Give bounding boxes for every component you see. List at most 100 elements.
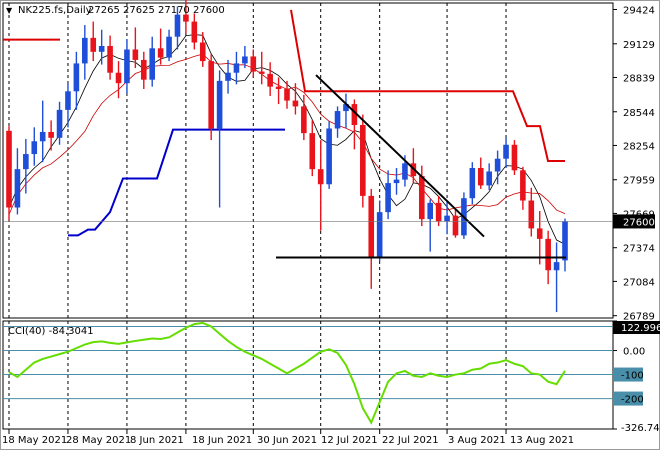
candle-body <box>166 36 172 58</box>
candle-body <box>31 141 38 155</box>
cci-tick-label: -100 <box>621 371 644 382</box>
price-tick-label: 28254 <box>623 141 655 152</box>
price-tick-label: 28839 <box>623 73 655 84</box>
last-price-label: 27600 <box>623 217 655 228</box>
trend-line-down <box>315 74 485 238</box>
candle-body <box>115 72 122 84</box>
trailing-stop-blue <box>68 128 285 237</box>
candle-body <box>191 21 198 43</box>
cci-tick-label: 0.00 <box>623 347 645 358</box>
time-tick-label: 28 May 2021 <box>66 435 131 446</box>
candle-body <box>65 91 71 110</box>
candle-body <box>452 215 459 236</box>
last-price-box <box>613 214 655 229</box>
candle-body <box>183 14 189 22</box>
candle-body <box>250 56 257 72</box>
price-tick-label: 29129 <box>623 40 655 51</box>
cci-series-line <box>8 321 566 425</box>
cci-top-label-box <box>613 321 660 334</box>
candle-body <box>275 86 282 89</box>
candle-body <box>469 167 476 199</box>
candle-body <box>301 106 307 134</box>
cci-axis: 122.9967 0.00 -100 -200 -326.744 <box>613 320 660 434</box>
chart-symbol: NK225.fs,Daily <box>18 5 92 16</box>
candle-body <box>56 109 63 138</box>
candle-body <box>393 179 400 184</box>
price-tick-label: 26789 <box>623 312 655 323</box>
candle-body <box>124 49 130 84</box>
candle-body <box>326 128 332 185</box>
candle-body <box>157 48 164 58</box>
candle-body <box>267 73 273 87</box>
cci-levels <box>3 326 613 400</box>
candle-body <box>536 228 543 239</box>
candle-body <box>385 183 391 213</box>
candle-body <box>444 215 450 222</box>
stop-lines <box>3 9 565 237</box>
candle-body <box>562 221 568 261</box>
candle-body <box>477 167 484 186</box>
cci-label: CCI(40) -84.3041 <box>8 326 94 337</box>
cci-tick-label: -200 <box>621 395 644 406</box>
candle-body <box>494 158 501 172</box>
cci-line <box>8 321 566 425</box>
candle-body <box>503 144 509 159</box>
candle-body <box>174 14 181 37</box>
cci-tick-label: -326.744 <box>621 423 660 434</box>
price-pane <box>2 2 614 319</box>
candle-body <box>360 125 366 196</box>
price-tick-label: 27374 <box>623 244 655 255</box>
candle-body <box>149 48 156 80</box>
candle-body <box>140 59 147 80</box>
candle-body <box>317 169 324 185</box>
time-tick-label: 18 Jun 2021 <box>192 435 252 446</box>
candle-body <box>427 202 434 220</box>
candle-body <box>435 202 442 222</box>
candle-body <box>73 63 80 92</box>
candle-body <box>23 154 29 170</box>
candle-body <box>132 49 139 60</box>
candle-body <box>98 45 105 52</box>
candle-body <box>368 195 375 258</box>
candle-body <box>216 80 223 129</box>
price-tick-label: 27084 <box>623 277 655 288</box>
candle-body <box>233 63 240 73</box>
candle-body <box>486 171 492 186</box>
time-tick-label: 18 May 2021 <box>2 435 67 446</box>
candle-body <box>545 238 551 271</box>
candles <box>6 0 568 313</box>
candle-body <box>334 111 341 129</box>
candle-body <box>90 37 97 52</box>
time-tick-label: 8 Jun 2021 <box>130 435 184 446</box>
chart-ohlc: 27265 27625 27170 27600 <box>88 5 225 16</box>
candle-body <box>528 200 535 229</box>
time-tick-label: 13 Aug 2021 <box>510 435 574 446</box>
cci-level-label-box <box>613 367 643 382</box>
candle-body <box>107 45 113 73</box>
candle-body <box>199 42 206 62</box>
candle-body <box>402 163 408 180</box>
candle-body <box>208 61 214 129</box>
trailing-stop-red <box>290 9 565 163</box>
candle-body <box>511 144 518 171</box>
candle-body <box>418 176 425 220</box>
cci-tick-label: 122.9967 <box>621 323 660 334</box>
time-tick-label: 30 Jun 2021 <box>257 435 317 446</box>
chart-collapse-icon[interactable]: ▼ <box>6 6 13 15</box>
price-tick-label: 28544 <box>623 108 655 119</box>
candle-body <box>284 88 290 101</box>
candle-body <box>82 37 88 64</box>
price-axis: 2942429129288392854428254279592766927374… <box>3 6 655 323</box>
time-tick-label: 12 Jul 2021 <box>321 435 378 446</box>
candle-body <box>351 104 358 126</box>
candle-body <box>242 56 248 64</box>
trend-lines <box>276 74 566 259</box>
price-tick-label: 27959 <box>623 176 655 187</box>
candle-body <box>343 104 349 112</box>
time-tick-label: 22 Jul 2021 <box>382 435 439 446</box>
candle-body <box>292 100 299 107</box>
cci-level-label-box <box>613 391 643 406</box>
price-tick-label: 29424 <box>623 6 655 17</box>
